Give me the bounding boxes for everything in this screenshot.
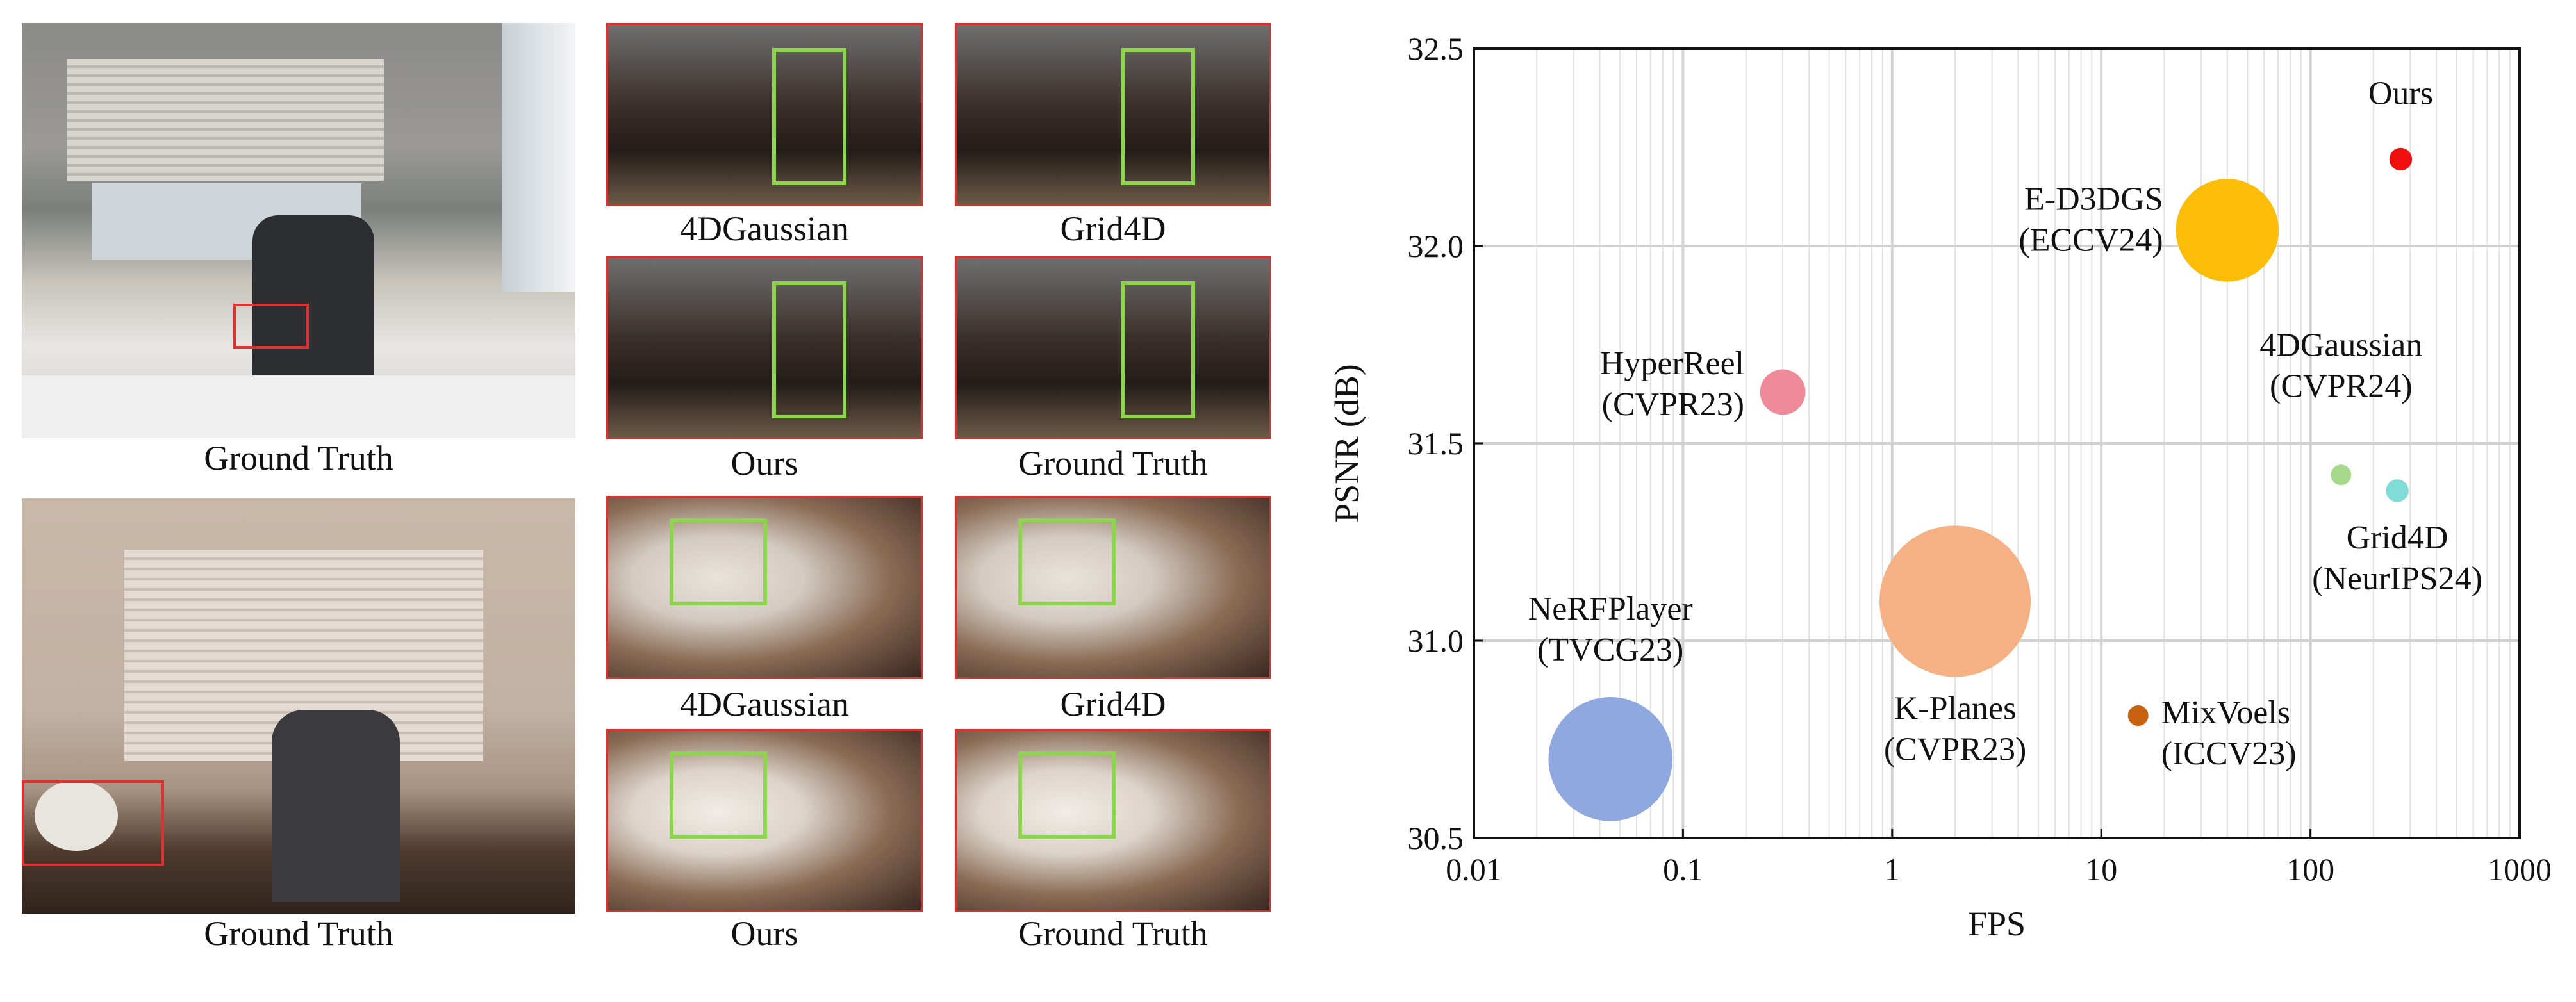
scene2-crop-ours [606, 729, 923, 912]
venue-grid4d: (NeurIPS24) [2312, 561, 2482, 597]
venue-nerfplayer: (TVCG23) [1537, 632, 1683, 668]
x-tick-label: 1000 [2488, 851, 2552, 887]
venue-mixvoels: (ICCV23) [2161, 735, 2297, 772]
psnr-vs-fps-chart: 0.01 0.1 1 10 100 1000 30.5 31.0 31.5 32.0 32.5 FPS… [1328, 31, 2552, 943]
x-tick-label: 10 [2085, 851, 2117, 887]
label-k-planes: K-Planes [1894, 690, 2017, 727]
scene1-crop-grid4d-caption: Grid4D [1060, 209, 1166, 248]
scene1-crop-ours-caption: Ours [731, 444, 798, 482]
label-mixvoels: MixVoels [2161, 694, 2290, 731]
venue-4dgaussian: (CVPR24) [2270, 368, 2412, 404]
venue-hyperreel: (CVPR23) [1602, 386, 1744, 423]
label-nerfplayer: NeRFPlayer [1528, 591, 1693, 627]
scene2-crop-grid4d [955, 496, 1271, 679]
bubble-mixvoels [2127, 705, 2149, 727]
scene2-crop-ours-caption: Ours [731, 914, 798, 953]
label-grid4d: Grid4D [2347, 520, 2448, 556]
bubble-grid4d [2386, 479, 2409, 502]
y-tick-label: 30.5 [1408, 820, 1464, 856]
label-4dgaussian: 4DGaussian [2259, 327, 2422, 363]
scene1-crop-4dgaussian [606, 23, 923, 206]
y-axis-label: PSNR (dB) [1328, 364, 1366, 523]
bubble-e-d3dgs [2176, 179, 2279, 282]
venue-k-planes: (CVPR23) [1884, 731, 2026, 768]
bubble-hyperreel [1760, 369, 1806, 415]
label-hyperreel: HyperReel [1600, 345, 1744, 382]
x-tick-label: 1 [1884, 851, 1900, 887]
scene2-crop-4dgaussian [606, 496, 923, 679]
y-tick-label: 32.5 [1408, 31, 1464, 67]
scene2-ground-truth-caption: Ground Truth [204, 914, 393, 953]
y-tick-label: 31.0 [1408, 623, 1464, 659]
x-tick-label: 100 [2286, 851, 2334, 887]
scene1-ground-truth-caption: Ground Truth [204, 439, 393, 477]
x-axis-label: FPS [1968, 905, 2026, 943]
plot-frame [1473, 47, 2521, 839]
label-ours: Ours [2368, 75, 2433, 111]
scene1-zoom-region-box [233, 304, 309, 349]
scene1-crop-ours [606, 256, 923, 439]
x-tick-label: 0.1 [1663, 851, 1703, 887]
bubble-ours [2389, 147, 2413, 171]
bubble-k-planes [1879, 525, 2031, 677]
venue-e-d3dgs: (ECCV24) [2019, 222, 2163, 258]
scene1-crop-4dgaussian-caption: 4DGaussian [680, 209, 849, 248]
scene2-ground-truth-image [22, 498, 575, 914]
scene1-crop-grid4d [955, 23, 1271, 206]
label-e-d3dgs: E-D3DGS [2024, 181, 2163, 217]
scene2-crop-4dgaussian-caption: 4DGaussian [680, 685, 849, 723]
scene1-crop-ground-truth-caption: Ground Truth [1018, 444, 1208, 482]
scene2-crop-grid4d-caption: Grid4D [1060, 685, 1166, 723]
scene2-zoom-region-box [22, 780, 164, 866]
scene1-crop-ground-truth [955, 256, 1271, 439]
bubble-nerfplayer [1548, 697, 1672, 821]
x-tick-label: 0.01 [1446, 851, 1502, 887]
scene2-crop-ground-truth-caption: Ground Truth [1018, 914, 1208, 953]
scene1-ground-truth-image [22, 23, 575, 438]
y-tick-label: 31.5 [1408, 425, 1464, 461]
y-tick-label: 32.0 [1408, 228, 1464, 264]
scene2-crop-ground-truth [955, 729, 1271, 912]
bubble-4dgaussian [2331, 464, 2352, 486]
